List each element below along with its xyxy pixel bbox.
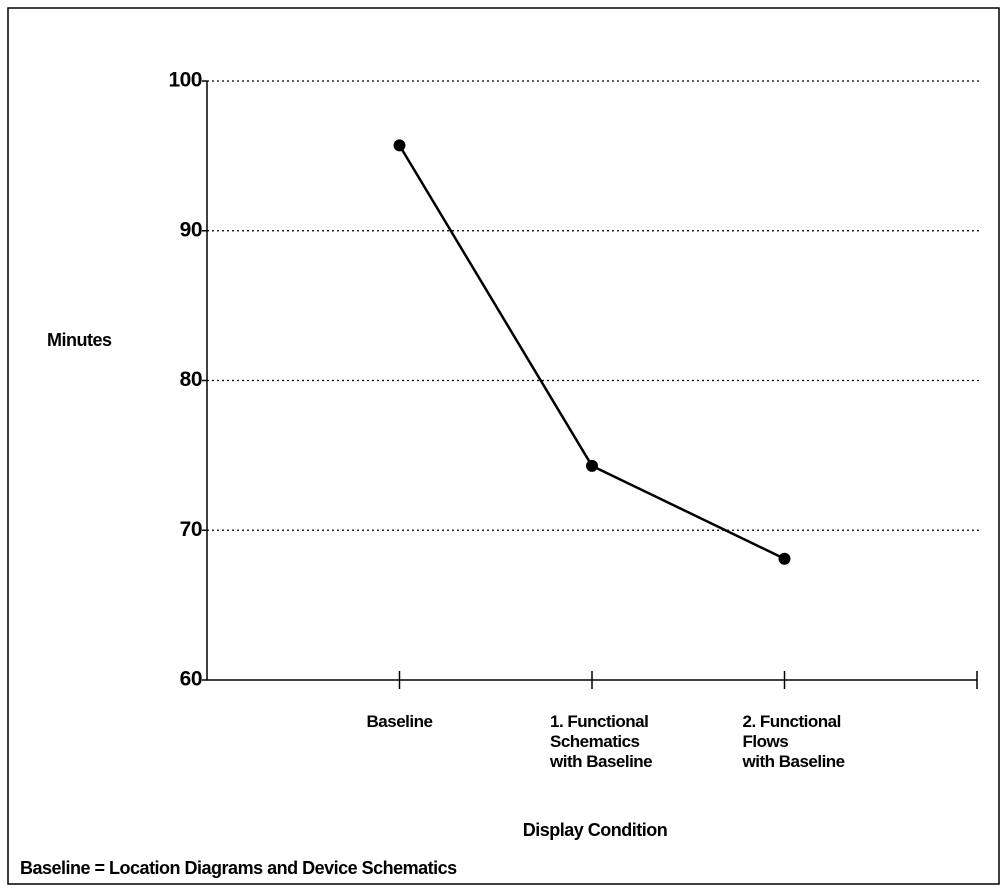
frame xyxy=(7,7,1000,885)
y-tick-label: 100 xyxy=(168,69,202,92)
x-tick-label-box: 1. Functional Schematics with Baseline xyxy=(550,712,653,771)
x-tick-label-box: Baseline xyxy=(366,712,433,731)
x-tick-label-box: 2. Functional Flows with Baseline xyxy=(742,712,846,771)
point xyxy=(778,552,791,565)
y-axis-label: Minutes xyxy=(47,330,112,350)
y-tick-label: 70 xyxy=(180,518,202,541)
footnote: Baseline = Location Diagrams and Device … xyxy=(20,858,457,878)
x-tick-label: 2. Functional Flows with Baseline xyxy=(742,712,846,771)
y-tick-label: 90 xyxy=(180,218,202,241)
x-axis-label: Display Condition xyxy=(523,820,668,840)
line xyxy=(398,144,786,560)
y-tick-label: 60 xyxy=(180,668,202,691)
y-tick-label: 80 xyxy=(180,368,202,391)
x-tick-label: 1. Functional Schematics with Baseline xyxy=(550,712,653,771)
point xyxy=(586,459,598,472)
x-tick-label: Baseline xyxy=(366,712,433,731)
point xyxy=(393,139,406,152)
